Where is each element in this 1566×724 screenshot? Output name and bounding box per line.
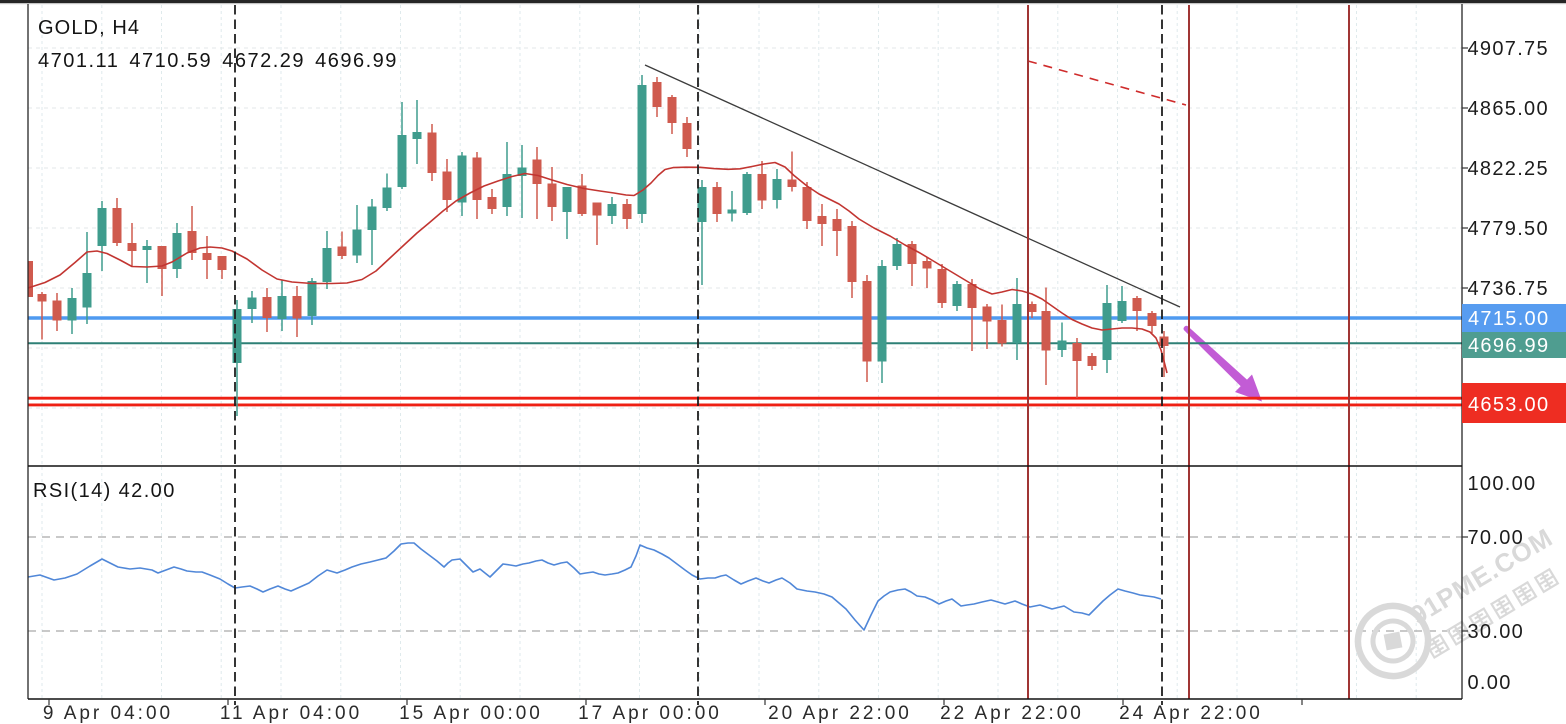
svg-text:4701.11 4710.59 4672.29 4696.9: 4701.11 4710.59 4672.29 4696.99 xyxy=(38,50,398,72)
svg-text:4822.25: 4822.25 xyxy=(1468,158,1549,180)
svg-text:GOLD, H4: GOLD, H4 xyxy=(38,17,140,39)
svg-text:4696.99: 4696.99 xyxy=(1468,335,1549,357)
svg-text:70.00: 70.00 xyxy=(1468,527,1525,549)
svg-text:20 Apr 22:00: 20 Apr 22:00 xyxy=(768,703,912,724)
svg-text:RSI(14) 42.00: RSI(14) 42.00 xyxy=(33,480,176,502)
svg-text:4865.00: 4865.00 xyxy=(1468,98,1549,120)
svg-text:15 Apr 00:00: 15 Apr 00:00 xyxy=(399,703,543,724)
svg-text:22 Apr 22:00: 22 Apr 22:00 xyxy=(940,703,1084,724)
svg-text:11 Apr 04:00: 11 Apr 04:00 xyxy=(220,703,362,724)
svg-text:100.00: 100.00 xyxy=(1468,473,1537,495)
svg-text:4736.75: 4736.75 xyxy=(1468,278,1549,300)
svg-text:24 Apr 22:00: 24 Apr 22:00 xyxy=(1119,703,1263,724)
svg-text:4907.75: 4907.75 xyxy=(1468,38,1549,60)
svg-text:30.00: 30.00 xyxy=(1468,621,1525,643)
svg-text:4653.00: 4653.00 xyxy=(1468,394,1549,416)
svg-text:4715.00: 4715.00 xyxy=(1468,308,1549,330)
svg-text:0.00: 0.00 xyxy=(1468,672,1512,694)
svg-text:9 Apr 04:00: 9 Apr 04:00 xyxy=(43,703,173,724)
svg-text:17 Apr 00:00: 17 Apr 00:00 xyxy=(578,703,722,724)
svg-text:4779.50: 4779.50 xyxy=(1468,218,1549,240)
